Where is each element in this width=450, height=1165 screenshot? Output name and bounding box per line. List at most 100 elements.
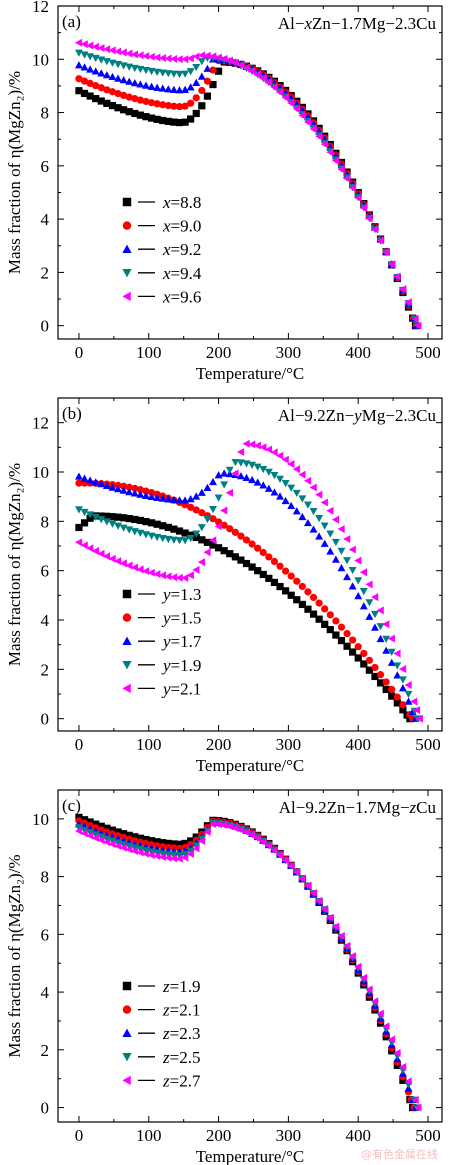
data-point bbox=[186, 68, 195, 76]
data-point bbox=[371, 593, 379, 602]
data-point bbox=[153, 533, 162, 542]
data-point bbox=[253, 463, 262, 471]
data-point bbox=[108, 102, 117, 110]
plot-frame bbox=[57, 5, 443, 340]
data-point bbox=[147, 114, 156, 122]
data-point bbox=[231, 58, 239, 67]
data-point bbox=[114, 74, 123, 82]
data-point bbox=[164, 85, 173, 93]
legend-label: z=2.1 bbox=[162, 1001, 200, 1020]
data-point bbox=[254, 567, 262, 575]
series-z=2.1 bbox=[75, 817, 418, 1112]
data-point bbox=[231, 469, 239, 478]
data-point bbox=[282, 587, 290, 595]
series-x=9.4 bbox=[74, 49, 422, 330]
data-point bbox=[354, 193, 362, 202]
data-point bbox=[192, 492, 201, 500]
panel-c: 0 100 200 300 400 500 0 2 4 6 8 10 Temperature/°C Mas… bbox=[5, 789, 443, 1165]
data-point bbox=[259, 548, 267, 557]
data-point bbox=[337, 564, 346, 572]
data-point bbox=[102, 518, 111, 526]
data-point bbox=[309, 610, 318, 618]
data-point bbox=[398, 684, 407, 692]
data-point bbox=[348, 545, 356, 554]
data-point bbox=[80, 826, 89, 834]
x-axis-title: Temperature/°C bbox=[196, 1147, 305, 1165]
data-point bbox=[86, 831, 94, 840]
x-tick-label: 200 bbox=[206, 343, 232, 362]
data-point bbox=[92, 94, 100, 103]
data-point bbox=[349, 648, 357, 656]
y-tick-label: 10 bbox=[32, 810, 49, 829]
data-point bbox=[225, 488, 233, 497]
data-point bbox=[331, 156, 340, 165]
data-point bbox=[153, 100, 161, 108]
data-point bbox=[80, 541, 88, 550]
legend-label: z=1.9 bbox=[162, 977, 200, 996]
data-point bbox=[108, 483, 117, 491]
data-point bbox=[398, 665, 407, 673]
data-point bbox=[359, 588, 368, 596]
series-x=9.6 bbox=[74, 38, 422, 330]
data-point bbox=[265, 574, 273, 582]
data-point bbox=[119, 524, 128, 532]
data-point bbox=[169, 54, 178, 63]
data-point bbox=[404, 697, 413, 705]
data-point bbox=[197, 524, 206, 532]
data-point bbox=[203, 827, 211, 836]
data-point bbox=[97, 44, 105, 52]
data-point bbox=[164, 70, 173, 78]
data-point bbox=[248, 461, 257, 469]
data-point bbox=[125, 108, 133, 116]
legend-marker bbox=[122, 661, 132, 670]
series-y=1.7 bbox=[74, 469, 420, 722]
data-point bbox=[214, 820, 222, 829]
data-point bbox=[125, 77, 134, 85]
data-point bbox=[186, 847, 195, 855]
y-tick-label: 6 bbox=[41, 157, 50, 176]
alloy-label: Al−9.2Zn−yMg−2.3Cu bbox=[278, 406, 437, 425]
data-point bbox=[276, 562, 284, 570]
data-point bbox=[130, 489, 139, 497]
data-point bbox=[203, 77, 212, 85]
y-tick-label: 0 bbox=[41, 1099, 50, 1118]
panel-label: (c) bbox=[62, 796, 81, 815]
data-point bbox=[253, 478, 262, 486]
data-point bbox=[186, 534, 195, 543]
data-point bbox=[130, 64, 139, 73]
legend-entry: y=2.1 bbox=[122, 679, 201, 698]
legend-entry: y=1.5 bbox=[122, 609, 201, 628]
data-point bbox=[114, 522, 123, 530]
y-tick-label: 0 bbox=[41, 317, 50, 336]
data-point bbox=[410, 697, 418, 706]
watermark-text: @有色金属在线 bbox=[361, 1147, 438, 1161]
data-point bbox=[153, 83, 162, 91]
data-point bbox=[359, 568, 368, 577]
data-point bbox=[298, 512, 307, 521]
data-point bbox=[282, 567, 290, 575]
data-point bbox=[175, 854, 183, 863]
legend-label: x=9.4 bbox=[162, 264, 202, 283]
data-point bbox=[130, 79, 139, 87]
data-point bbox=[169, 573, 178, 582]
data-point bbox=[125, 49, 133, 58]
data-point bbox=[226, 525, 234, 533]
data-point bbox=[74, 506, 83, 514]
data-point bbox=[315, 615, 323, 623]
data-point bbox=[365, 985, 373, 994]
data-point bbox=[331, 515, 340, 524]
legend-marker bbox=[122, 269, 132, 278]
data-point bbox=[259, 837, 267, 846]
data-point bbox=[186, 54, 194, 63]
y-axis-title: Mass fraction of η(MgZn₂)/% bbox=[5, 71, 24, 274]
data-point bbox=[303, 501, 312, 509]
y-axis-title: Mass fraction of η(MgZn₂)/% bbox=[5, 463, 24, 666]
data-point bbox=[86, 476, 95, 484]
data-point bbox=[231, 528, 239, 536]
data-point bbox=[125, 93, 133, 101]
panel-b: 0 100 200 300 400 500 0 2 4 6 8 10 12 Temperature/°C M… bbox=[5, 397, 443, 775]
data-point bbox=[80, 829, 88, 838]
data-point bbox=[108, 59, 117, 67]
data-point bbox=[414, 321, 422, 330]
data-point bbox=[343, 642, 351, 650]
